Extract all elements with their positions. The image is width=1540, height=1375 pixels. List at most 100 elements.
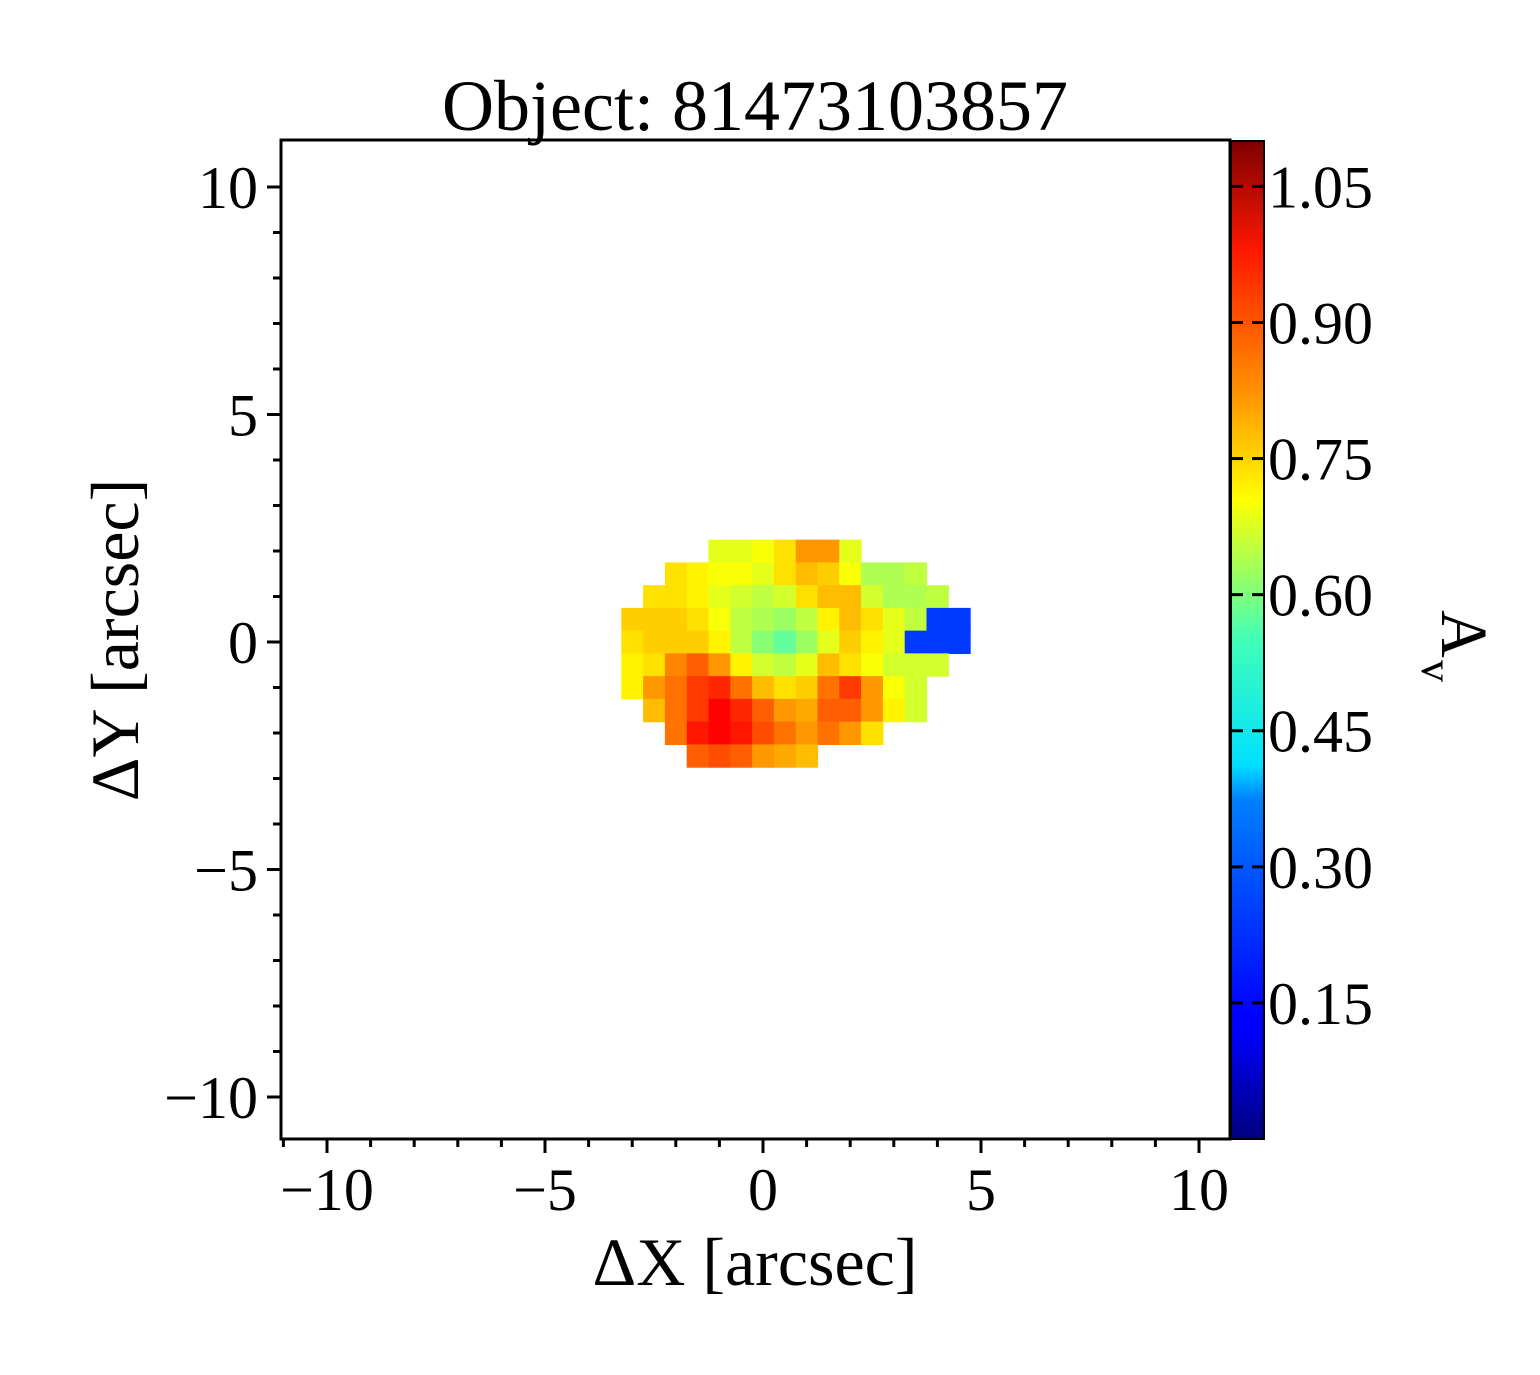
x-tick-label: 10 — [1169, 1157, 1229, 1223]
heatmap-cell — [817, 630, 840, 654]
heatmap-cell — [795, 676, 819, 700]
colorbar-label-main: A — [1427, 610, 1500, 658]
heatmap-cell — [643, 698, 666, 723]
heatmap-cell — [664, 562, 688, 586]
heatmap-cell — [882, 607, 906, 632]
heatmap-cell — [861, 698, 884, 723]
heatmap-cell — [795, 744, 819, 768]
heatmap-cell — [926, 607, 949, 632]
heatmap-cell — [730, 539, 753, 563]
heatmap-cell — [817, 607, 840, 632]
y-tick-label: 0 — [228, 610, 258, 676]
heatmap-cell — [664, 607, 688, 632]
heatmap-cell — [817, 676, 840, 700]
heatmap-cell — [861, 676, 884, 700]
heatmap-cell — [730, 630, 753, 654]
heatmap-cell — [904, 607, 928, 632]
heatmap-cell — [817, 585, 840, 609]
heatmap-cell — [686, 698, 710, 723]
heatmap-cell — [686, 585, 710, 609]
heatmap-cell — [861, 607, 884, 632]
heatmap-cell — [795, 585, 819, 609]
heatmap-cell — [817, 721, 840, 745]
heatmap-cell — [839, 562, 862, 586]
heatmap-cell — [752, 562, 775, 586]
x-tick-label: −10 — [280, 1157, 374, 1223]
heatmap-cell — [773, 744, 797, 768]
heatmap-cell — [621, 676, 644, 700]
colorbar-tick-label: 0.30 — [1268, 835, 1373, 901]
heatmap-cell — [904, 653, 928, 677]
heatmap-cell — [839, 698, 862, 723]
heatmap-cells — [621, 539, 971, 768]
heatmap-cell — [686, 653, 710, 677]
heatmap-cell — [730, 585, 753, 609]
heatmap-cell — [730, 653, 753, 677]
heatmap-cell — [708, 607, 731, 632]
heatmap-cell — [621, 653, 644, 677]
colorbar-tick-label: 1.05 — [1268, 154, 1373, 220]
heatmap-cell — [686, 630, 710, 654]
heatmap-cell — [643, 630, 666, 654]
heatmap-cell — [817, 698, 840, 723]
heatmap-cell — [752, 744, 775, 768]
heatmap-cell — [686, 607, 710, 632]
heatmap-cell — [752, 676, 775, 700]
heatmap-cell — [752, 698, 775, 723]
heatmap-cell — [752, 607, 775, 632]
heatmap-cell — [643, 607, 666, 632]
heatmap-cell — [708, 744, 731, 768]
heatmap-cell — [839, 721, 862, 745]
heatmap-cell — [839, 653, 862, 677]
heatmap-cell — [839, 585, 862, 609]
heatmap-cell — [795, 698, 819, 723]
x-tick-label: 5 — [966, 1157, 996, 1223]
heatmap-cell — [904, 630, 928, 654]
heatmap-cell — [861, 585, 884, 609]
colorbar-tick-label: 0.75 — [1268, 427, 1373, 493]
heatmap-cell — [795, 653, 819, 677]
heatmap-cell — [708, 698, 731, 723]
heatmap-cell — [664, 585, 688, 609]
colorbar-label: A v — [1412, 610, 1500, 682]
heatmap-cell — [904, 698, 928, 723]
heatmap-cell — [817, 539, 840, 563]
heatmap-cell — [621, 607, 644, 632]
heatmap-cell — [795, 630, 819, 654]
heatmap-cell — [773, 630, 797, 654]
heatmap-cell — [817, 562, 840, 586]
colorbar-tick-label: 0.60 — [1268, 563, 1373, 629]
heatmap-cell — [795, 721, 819, 745]
heatmap-cell — [773, 653, 797, 677]
heatmap-cell — [730, 744, 753, 768]
heatmap-cell — [643, 653, 666, 677]
heatmap-cell — [773, 585, 797, 609]
heatmap-cell — [664, 698, 688, 723]
colorbar-ticks: 0.15 0.30 0.45 0.60 0.75 0.90 1.05 — [1231, 154, 1373, 1037]
heatmap-cell — [904, 676, 928, 700]
y-tick-label: −10 — [164, 1065, 258, 1131]
heatmap-cell — [861, 721, 884, 745]
heatmap-cell — [686, 721, 710, 745]
y-axis: −10 −5 0 5 10 — [164, 155, 281, 1131]
y-tick-label: 5 — [228, 383, 258, 449]
heatmap-cell — [664, 653, 688, 677]
heatmap-cell — [861, 562, 884, 586]
heatmap-cell — [621, 630, 644, 654]
heatmap-cell — [708, 721, 731, 745]
heatmap-cell — [686, 562, 710, 586]
heatmap-cell — [795, 607, 819, 632]
heatmap-cell — [773, 676, 797, 700]
heatmap-cell — [643, 585, 666, 609]
heatmap-cell — [730, 698, 753, 723]
heatmap-cell — [730, 721, 753, 745]
heatmap-cell — [882, 698, 906, 723]
heatmap-cell — [839, 607, 862, 632]
y-tick-label: 10 — [198, 155, 258, 221]
colorbar-tick-label: 0.90 — [1268, 290, 1373, 356]
x-axis-label: ΔX [arcsec] — [593, 1224, 918, 1300]
heatmap-cell — [773, 721, 797, 745]
heatmap-cell — [752, 721, 775, 745]
heatmap-cell — [708, 539, 731, 563]
